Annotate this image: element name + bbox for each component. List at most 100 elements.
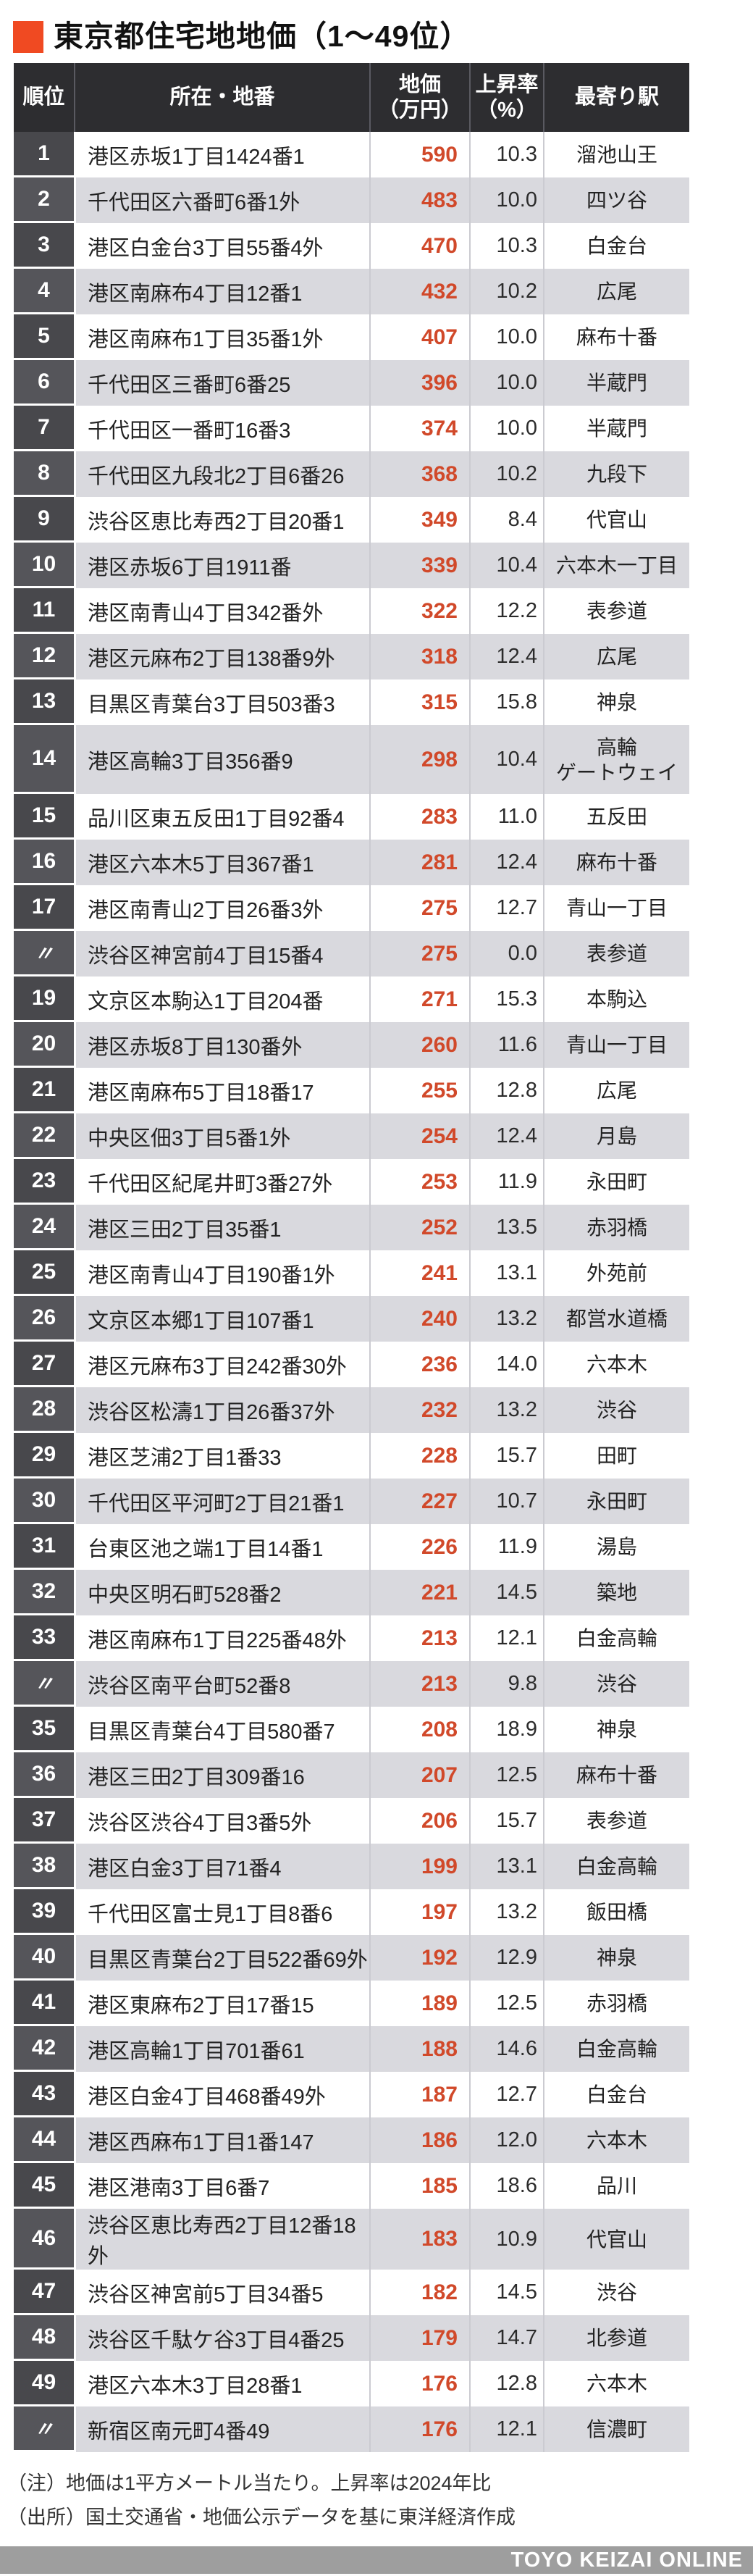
location-cell: 港区白金4丁目468番49外 xyxy=(74,2072,369,2118)
station-cell: 表参道 xyxy=(543,1798,689,1844)
location-cell: 文京区本駒込1丁目204番 xyxy=(74,977,369,1023)
header-station: 最寄り駅 xyxy=(543,63,689,133)
price-cell: 192 xyxy=(369,1935,469,1981)
price-cell: 189 xyxy=(369,1981,469,2027)
table-row: 27 港区元麻布3丁目242番30外 236 14.0 六本木 xyxy=(14,1342,689,1388)
price-cell: 483 xyxy=(369,177,469,224)
rate-cell: 13.1 xyxy=(469,1250,543,1297)
price-cell: 275 xyxy=(369,885,469,932)
location-cell: 港区高輪3丁目356番9 xyxy=(74,725,369,795)
station-cell: 湯島 xyxy=(543,1524,689,1571)
rate-cell: 10.7 xyxy=(469,1479,543,1525)
price-cell: 182 xyxy=(369,2270,469,2316)
location-cell: 品川区東五反田1丁目92番4 xyxy=(74,794,369,840)
page-title: 東京都住宅地地価（1～49位） xyxy=(54,20,471,53)
station-cell: 麻布十番 xyxy=(543,840,689,886)
price-cell: 227 xyxy=(369,1479,469,1525)
rank-cell: 4 xyxy=(14,269,74,315)
rate-cell: 12.7 xyxy=(469,885,543,932)
rate-cell: 14.7 xyxy=(469,2315,543,2362)
station-cell: 五反田 xyxy=(543,794,689,840)
price-cell: 213 xyxy=(369,1615,469,1662)
table-row: 16 港区六本木5丁目367番1 281 12.4 麻布十番 xyxy=(14,840,689,886)
price-cell: 183 xyxy=(369,2209,469,2270)
table-row: 23 千代田区紀尾井町3番27外 253 11.9 永田町 xyxy=(14,1159,689,1205)
location-cell: 千代田区平河町2丁目21番1 xyxy=(74,1479,369,1525)
rate-cell: 12.1 xyxy=(469,2406,543,2453)
table-row: 22 中央区佃3丁目5番1外 254 12.4 月島 xyxy=(14,1113,689,1160)
table-row: 46 渋谷区恵比寿西2丁目12番18外 183 10.9 代官山 xyxy=(14,2209,689,2270)
table-row: 〃渋谷区神宮前4丁目15番4 275 0.0 表参道 xyxy=(14,931,689,977)
station-cell: 白金高輪 xyxy=(543,1615,689,1662)
location-cell: 渋谷区神宮前4丁目15番4 xyxy=(74,931,369,977)
table-row: 30 千代田区平河町2丁目21番1 227 10.7 永田町 xyxy=(14,1479,689,1525)
table-row: 1 港区赤坂1丁目1424番1 590 10.3 溜池山王 xyxy=(14,132,689,178)
rank-cell: 7 xyxy=(14,406,74,452)
price-cell: 188 xyxy=(369,2026,469,2073)
station-cell: 表参道 xyxy=(543,588,689,635)
header-price: 地価 （万円） xyxy=(369,63,469,133)
rate-cell: 12.8 xyxy=(469,1068,543,1114)
price-cell: 179 xyxy=(369,2315,469,2362)
rate-cell: 13.1 xyxy=(469,1844,543,1890)
location-cell: 千代田区六番町6番1外 xyxy=(74,177,369,224)
location-cell: 港区赤坂1丁目1424番1 xyxy=(74,132,369,178)
rank-cell: 12 xyxy=(14,634,74,680)
station-cell: 白金台 xyxy=(543,223,689,269)
price-cell: 374 xyxy=(369,406,469,452)
station-cell: 麻布十番 xyxy=(543,314,689,361)
station-cell: 渋谷 xyxy=(543,1387,689,1434)
station-cell: 青山一丁目 xyxy=(543,885,689,932)
table-row: 12 港区元麻布2丁目138番9外 318 12.4 広尾 xyxy=(14,634,689,680)
rate-cell: 10.0 xyxy=(469,406,543,452)
rank-cell: 30 xyxy=(14,1479,74,1525)
price-cell: 470 xyxy=(369,223,469,269)
rate-cell: 10.9 xyxy=(469,2209,543,2270)
table-row: 4 港区南麻布4丁目12番1 432 10.2 広尾 xyxy=(14,269,689,315)
rate-cell: 9.8 xyxy=(469,1661,543,1707)
price-cell: 322 xyxy=(369,588,469,635)
location-cell: 港区三田2丁目35番1 xyxy=(74,1205,369,1251)
table-row: 3 港区白金台3丁目55番4外 470 10.3 白金台 xyxy=(14,223,689,269)
table-row: 26 文京区本郷1丁目107番1 240 13.2 都営水道橋 xyxy=(14,1296,689,1342)
price-cell: 255 xyxy=(369,1068,469,1114)
rate-cell: 12.5 xyxy=(469,1981,543,2027)
rate-cell: 12.7 xyxy=(469,2072,543,2118)
table-row: 44 港区西麻布1丁目1番147 186 12.0 六本木 xyxy=(14,2117,689,2164)
location-cell: 港区西麻布1丁目1番147 xyxy=(74,2117,369,2164)
station-cell: 渋谷 xyxy=(543,1661,689,1707)
rank-cell: 27 xyxy=(14,1342,74,1388)
station-cell: 六本木 xyxy=(543,1342,689,1388)
rank-cell: 46 xyxy=(14,2209,74,2270)
location-cell: 新宿区南元町4番49 xyxy=(74,2406,369,2453)
station-cell: 月島 xyxy=(543,1113,689,1160)
table-row: 39 千代田区富士見1丁目8番6 197 13.2 飯田橋 xyxy=(14,1889,689,1936)
rate-cell: 12.0 xyxy=(469,2117,543,2164)
location-cell: 目黒区青葉台3丁目503番3 xyxy=(74,679,369,726)
station-cell: 赤羽橋 xyxy=(543,1981,689,2027)
header-rate-label-line1: 上昇率 xyxy=(475,73,539,97)
table-row: 7 千代田区一番町16番3 374 10.0 半蔵門 xyxy=(14,406,689,452)
footer-bar: TOYO KEIZAI ONLINE xyxy=(0,2546,753,2575)
station-cell: 四ツ谷 xyxy=(543,177,689,224)
table-row: 47 渋谷区神宮前5丁目34番5 182 14.5 渋谷 xyxy=(14,2270,689,2316)
table-row: 10 港区赤坂6丁目1911番 339 10.4 六本木一丁目 xyxy=(14,543,689,589)
price-cell: 368 xyxy=(369,451,469,498)
header-price-label-line2: （万円） xyxy=(377,98,462,122)
location-cell: 中央区明石町528番2 xyxy=(74,1570,369,1616)
location-cell: 渋谷区千駄ケ谷3丁目4番25 xyxy=(74,2315,369,2362)
location-cell: 千代田区三番町6番25 xyxy=(74,360,369,406)
location-cell: 港区南青山4丁目190番1外 xyxy=(74,1250,369,1297)
location-cell: 港区南麻布1丁目35番1外 xyxy=(74,314,369,361)
station-cell: 渋谷 xyxy=(543,2270,689,2316)
station-cell: 広尾 xyxy=(543,634,689,680)
rank-cell: 15 xyxy=(14,794,74,840)
rank-cell: 38 xyxy=(14,1844,74,1890)
rate-cell: 12.4 xyxy=(469,1113,543,1160)
location-cell: 目黒区青葉台2丁目522番69外 xyxy=(74,1935,369,1981)
rank-cell: 26 xyxy=(14,1296,74,1342)
station-cell: 永田町 xyxy=(543,1479,689,1525)
table-row: 31 台東区池之端1丁目14番1 226 11.9 湯島 xyxy=(14,1524,689,1571)
location-cell: 中央区佃3丁目5番1外 xyxy=(74,1113,369,1160)
